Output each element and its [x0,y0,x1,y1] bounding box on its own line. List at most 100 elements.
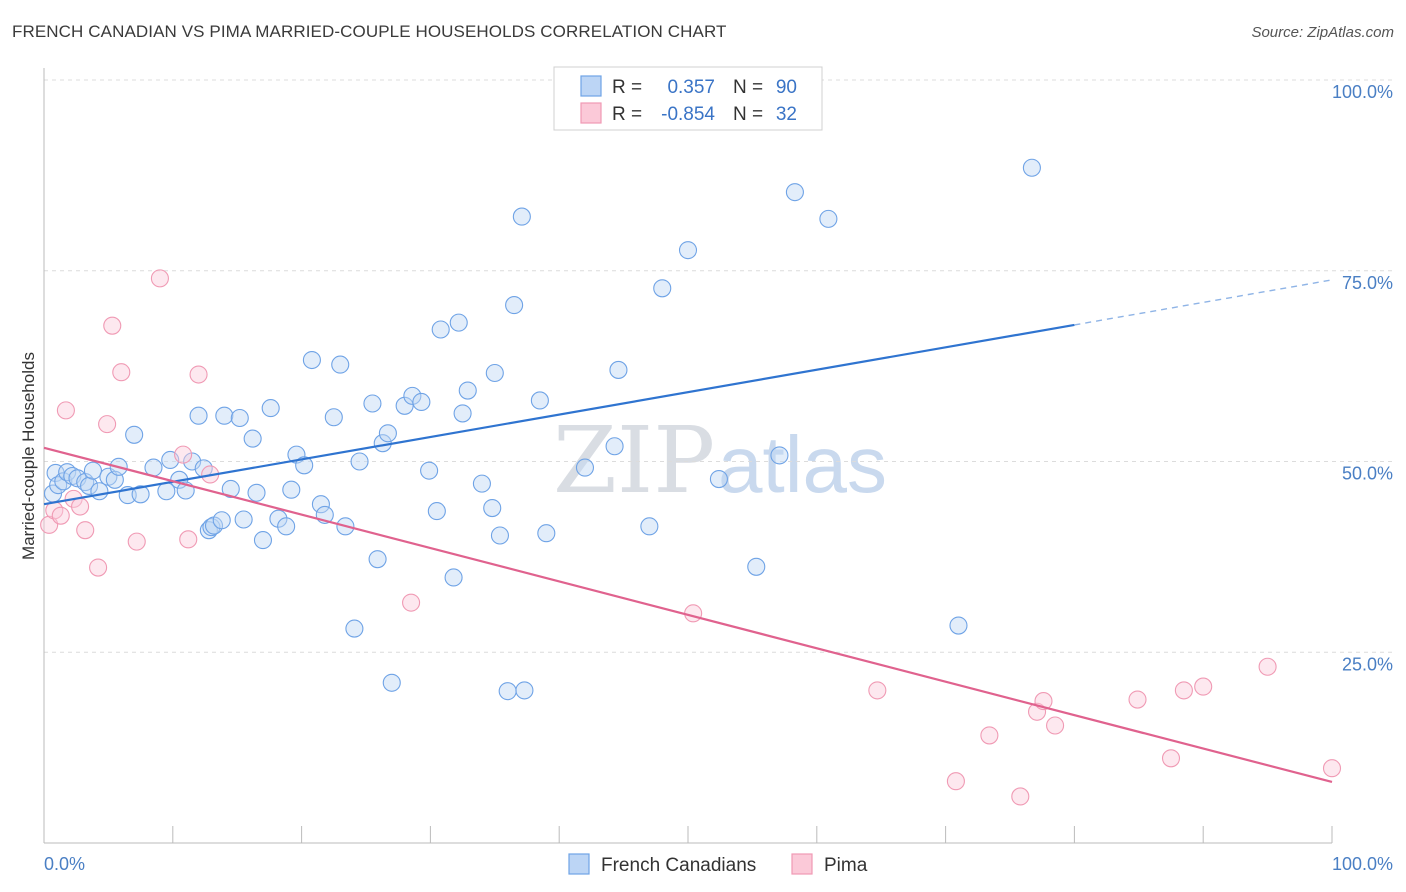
french-canadians-point-37 [269,509,288,528]
blue-n-label: N = [733,77,763,98]
pima-point-5 [71,497,90,516]
y-tick-label-75: 75.0% [1342,273,1393,293]
x-tick-label-min: 0.0% [44,854,85,874]
french-canadians-point-81 [709,469,728,489]
x-ticks [172,826,1333,843]
french-canadians-point-78 [640,517,659,536]
french-canadians-point-63 [453,404,472,423]
pima-point-31 [1322,759,1342,778]
french-canadians-point-76 [605,437,624,456]
french-canadians-point-16 [131,485,150,504]
french-canadians-point-32 [234,510,253,529]
french-canadians-point-74 [537,524,556,543]
french-canadians-point-8 [80,476,99,495]
french-canadians-point-9 [83,461,102,480]
pink-swatch [580,102,602,124]
french-canadians-point-73 [530,391,549,410]
french-canadians-point-71 [512,207,531,226]
french-canadians-point-72 [515,681,534,700]
pink-n-value: 32 [776,104,797,125]
french-canadians-point-15 [125,425,144,444]
french-canadians-point-41 [295,456,314,475]
legend-pima-label: Pima [824,855,868,876]
french-canadians-point-35 [253,531,273,550]
pima-point-28 [1174,681,1193,700]
pima-point-13 [174,445,193,464]
pima-point-20 [946,772,965,791]
pima-point-6 [76,521,95,540]
french-canadians-point-28 [212,511,231,530]
pima-point-17 [402,593,421,612]
pima-point-12 [150,269,169,288]
pima-point-3 [56,401,75,420]
pima-point-29 [1194,677,1213,696]
trend-lines [43,279,1333,784]
french-canadians-point-51 [368,550,387,569]
french-canadians-point-45 [324,408,343,427]
french-canadians-trend-line [43,323,1075,506]
pima-point-10 [112,363,131,382]
french-canadians-point-36 [261,399,280,418]
pima-points [40,269,1342,806]
pink-r-value: -0.854 [661,104,715,125]
french-canadians-point-23 [189,406,208,425]
french-canadians-point-10 [90,482,109,501]
pima-trend-line [43,446,1333,784]
watermark-atlas: atlas [718,420,887,509]
y-tick-label-50: 50.0% [1342,464,1393,484]
french-canadians-point-50 [363,394,382,413]
french-canadians-point-62 [449,313,468,332]
french-canadians-point-66 [483,498,502,518]
french-canadians-point-59 [427,502,446,521]
french-canadians-point-55 [395,396,414,415]
y-axis-title: Married-couple Households [19,352,38,560]
pima-point-14 [179,530,198,549]
pima-point-2 [51,506,70,525]
french-canadians-point-39 [282,480,301,499]
french-canadians-point-53 [378,424,397,443]
legend-french-canadians-swatch [568,853,590,875]
pima-point-25 [1046,716,1065,735]
french-canadians-point-68 [490,526,510,545]
french-canadians-point-49 [350,452,369,471]
watermark-zip: ZIP [553,407,715,514]
french-canadians-point-29 [215,406,234,425]
french-canadians-point-80 [678,241,698,260]
pima-point-22 [1011,787,1030,806]
y-tick-labels: 25.0% 50.0% 75.0% 100.0% [1332,82,1393,674]
pima-point-27 [1161,749,1181,768]
french-canadians-point-64 [458,381,477,400]
pima-point-18 [684,604,703,623]
french-canadians-trend-extension [1074,279,1333,326]
chart-title: FRENCH CANADIAN VS PIMA MARRIED-COUPLE H… [12,22,727,41]
french-canadians-point-86 [949,616,968,635]
pima-point-26 [1128,690,1147,709]
french-canadians-point-22 [183,452,202,471]
blue-n-value: 90 [776,77,797,98]
gridlines [44,79,1393,653]
french-canadians-point-82 [747,557,766,576]
pima-point-21 [980,726,999,745]
french-canadians-point-57 [412,392,431,412]
pima-point-30 [1258,657,1277,676]
pink-n-label: N = [733,104,763,125]
french-canadians-point-87 [1022,158,1041,177]
french-canadians-point-61 [444,568,463,587]
pima-point-15 [189,365,208,384]
french-canadians-point-31 [230,408,249,428]
french-canadians-point-33 [243,429,262,448]
stats-legend: R = 0.357 N = 90 R = -0.854 N = 32 [553,66,823,131]
french-canadians-point-48 [345,619,364,638]
x-tick-label-max: 100.0% [1332,854,1393,874]
french-canadians-point-38 [277,517,296,536]
pima-point-8 [98,415,117,434]
legend-pima-swatch [791,853,813,875]
french-canadians-point-43 [311,495,330,514]
french-canadians-point-30 [221,479,240,499]
french-canadians-point-85 [819,209,838,228]
series-legend: French Canadians Pima [568,853,868,876]
french-canadians-point-69 [498,682,517,701]
french-canadians-point-3 [54,472,73,491]
french-canadians-point-56 [403,386,422,405]
